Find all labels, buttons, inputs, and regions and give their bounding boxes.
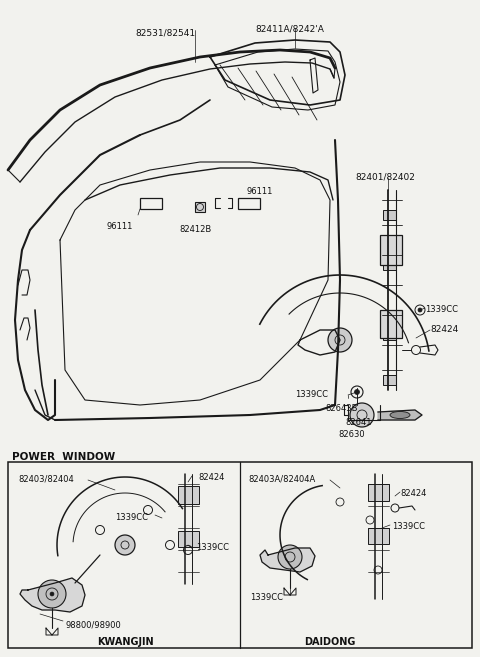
Bar: [140, 198, 162, 209]
Polygon shape: [260, 548, 315, 572]
Bar: [383, 210, 396, 220]
Circle shape: [328, 328, 352, 352]
Text: 82401/82402: 82401/82402: [355, 173, 415, 182]
Text: 82630: 82630: [339, 430, 365, 439]
Text: 1339CC: 1339CC: [115, 513, 148, 522]
Text: 82411A/8242'A: 82411A/8242'A: [255, 25, 324, 34]
Bar: [368, 484, 389, 501]
Polygon shape: [378, 410, 422, 420]
Bar: [178, 486, 199, 504]
Text: 82643B: 82643B: [325, 404, 358, 413]
Text: 1339CC: 1339CC: [295, 390, 328, 399]
Text: 82531/82541: 82531/82541: [135, 28, 195, 37]
Bar: [178, 531, 199, 547]
Circle shape: [115, 535, 135, 555]
Bar: [383, 260, 396, 270]
Circle shape: [418, 308, 422, 312]
Text: 82424: 82424: [198, 473, 224, 482]
Ellipse shape: [390, 411, 410, 419]
Text: 1339CC: 1339CC: [196, 543, 229, 552]
Bar: [195, 202, 205, 212]
Text: 82403/82404: 82403/82404: [18, 475, 74, 484]
Circle shape: [278, 545, 302, 569]
Circle shape: [350, 403, 374, 427]
Text: DAIDONG: DAIDONG: [304, 637, 356, 647]
Text: 96111: 96111: [107, 222, 133, 231]
Text: 82424: 82424: [430, 325, 458, 334]
Text: 1339CC: 1339CC: [250, 593, 283, 602]
Text: 82641: 82641: [345, 418, 372, 427]
Circle shape: [50, 592, 54, 596]
Bar: [8, 462, 472, 648]
Bar: [368, 528, 389, 544]
Bar: [383, 330, 396, 340]
Circle shape: [38, 580, 66, 608]
Text: KWANGJIN: KWANGJIN: [96, 637, 153, 647]
Text: 82412B: 82412B: [179, 225, 211, 234]
Text: 82403A/82404A: 82403A/82404A: [248, 474, 315, 483]
Text: POWER  WINDOW: POWER WINDOW: [12, 452, 115, 462]
Text: 98800/98900: 98800/98900: [65, 620, 121, 629]
Circle shape: [355, 390, 360, 394]
Bar: [380, 235, 402, 265]
Text: 96111: 96111: [247, 187, 273, 196]
Bar: [380, 310, 402, 338]
Polygon shape: [20, 578, 85, 612]
Text: 1339CC: 1339CC: [392, 522, 425, 531]
Text: 82424: 82424: [400, 489, 426, 498]
Text: 1339CC: 1339CC: [425, 305, 458, 314]
Bar: [383, 375, 396, 385]
Bar: [238, 198, 260, 209]
